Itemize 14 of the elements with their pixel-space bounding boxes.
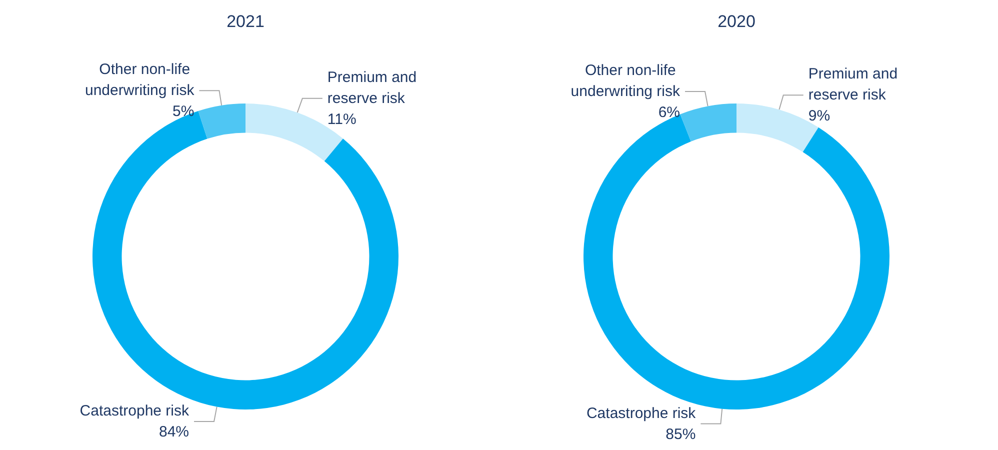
data-label: 5% <box>172 103 194 120</box>
slice-label: Other non-life underwriting risk <box>570 62 681 100</box>
data-label: 6% <box>658 104 680 121</box>
slice-label: Other non-life underwriting risk <box>85 61 195 100</box>
slice-label: Premium and reserve risk <box>327 68 421 107</box>
chart-title: 2021 <box>226 12 264 31</box>
slice-label: Premium and reserve risk <box>808 66 902 104</box>
slice-label: Catastrophe risk <box>80 402 190 420</box>
slice-label: Catastrophe risk <box>586 404 696 422</box>
data-label: 11% <box>327 110 356 128</box>
data-label: 9% <box>808 108 830 125</box>
data-label: 85% <box>666 426 696 443</box>
chart-title: 2020 <box>718 12 756 31</box>
data-label: 84% <box>158 424 190 441</box>
